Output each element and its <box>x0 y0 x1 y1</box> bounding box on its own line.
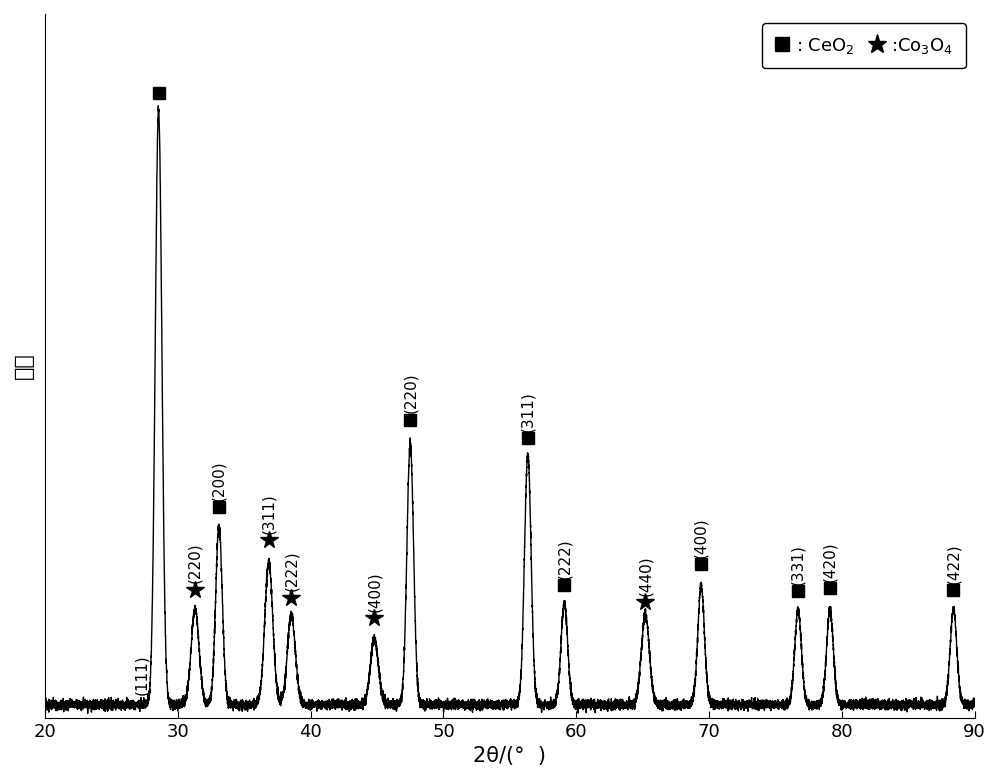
Text: (422): (422) <box>946 543 961 583</box>
Text: (440): (440) <box>638 555 653 595</box>
Text: (222): (222) <box>557 538 572 579</box>
X-axis label: 2θ/(°  ): 2θ/(° ) <box>473 746 546 766</box>
Text: (311): (311) <box>261 493 276 534</box>
Text: (311): (311) <box>520 391 535 431</box>
Text: (111): (111) <box>134 654 149 695</box>
Text: (222): (222) <box>284 551 299 591</box>
Y-axis label: 强度: 强度 <box>14 353 34 379</box>
Text: (420): (420) <box>822 541 837 582</box>
Text: (400): (400) <box>694 517 709 558</box>
Text: (200): (200) <box>211 460 226 501</box>
Legend: : CeO$_2$, :Co$_3$O$_4$: : CeO$_2$, :Co$_3$O$_4$ <box>762 23 966 68</box>
Text: (220): (220) <box>188 543 203 583</box>
Text: (331): (331) <box>791 544 806 584</box>
Text: (220): (220) <box>403 373 418 413</box>
Text: (400): (400) <box>367 572 382 612</box>
